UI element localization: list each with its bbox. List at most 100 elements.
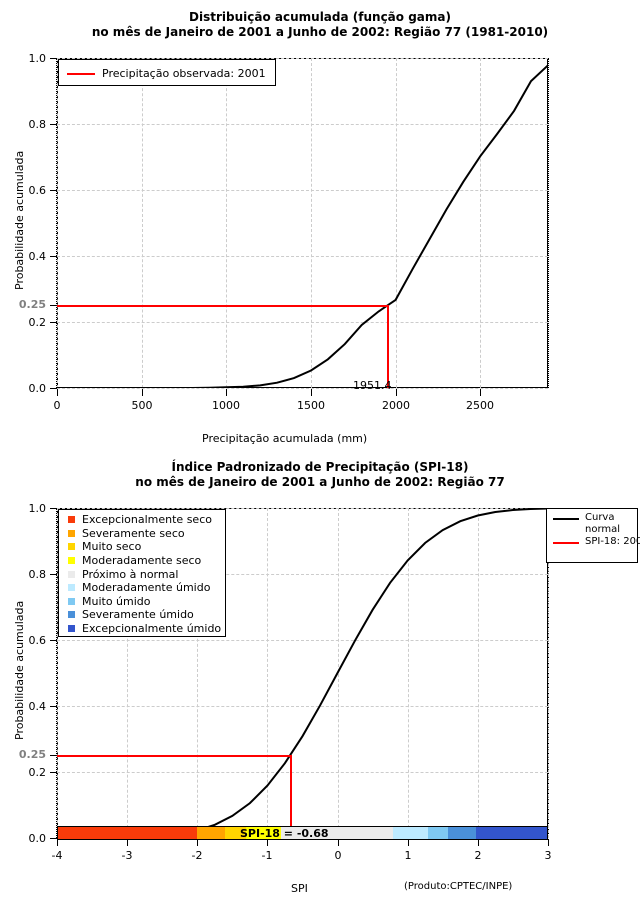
color-swatch-icon: [68, 584, 75, 592]
chart2-ytick-label-0.4: 0.4: [28, 700, 47, 713]
chart2-gridline-x--3: [127, 508, 128, 838]
red-line-icon: [553, 542, 579, 544]
chart2-gridline-x-2: [478, 508, 479, 838]
chart2-indicator-vertical: [290, 755, 292, 838]
chart1-gridline-y-0.8: [57, 124, 548, 125]
color-swatch-icon: [68, 597, 75, 605]
chart1-legend-item-observed: Precipitação observada: 2001: [59, 60, 275, 87]
chart1-ytick-label-0.2: 0.2: [28, 316, 47, 329]
color-swatch-icon: [68, 516, 75, 524]
chart1-ytick-label-0.6: 0.6: [28, 184, 47, 197]
chart1-indicator-vertical: [387, 305, 389, 388]
spi-band-severamente-seco: [197, 827, 226, 839]
chart1-xtick-label-1000: 1000: [212, 399, 240, 412]
chart1-gridline-x-0: [57, 58, 58, 388]
spi-band-muito-umido: [427, 827, 449, 839]
chart2-xtick-mark--1: [267, 839, 268, 846]
chart2-gridline-x--1: [267, 508, 268, 838]
chart2-xtick-mark-0: [338, 839, 339, 846]
chart1-right-axis-dotted: [548, 58, 549, 388]
chart2-gridline-y-0.8: [57, 574, 548, 575]
chart2-ytick-mark-0.0: [50, 838, 57, 839]
spi-legend-item-1: Severamente seco: [59, 527, 225, 541]
chart2-xtick-label--4: -4: [51, 849, 63, 862]
chart2-indicator-horizontal: [57, 755, 290, 757]
chart1-xtick-mark-1500: [311, 389, 312, 396]
chart2-xtick-label--1: -1: [261, 849, 273, 862]
chart2-ytick-mark-0.25: [50, 755, 57, 756]
chart2-ytick-mark-0.2: [50, 772, 57, 773]
spi-category-colorbar: [57, 826, 548, 840]
chart2-gridline-y-0.2: [57, 772, 548, 773]
chart1-xtick-mark-500: [142, 389, 143, 396]
chart2-gridline-x--2: [197, 508, 198, 838]
color-swatch-icon: [68, 611, 75, 619]
cumulative-gamma-chart-panel: Distribuição acumulada (função gama) no …: [13, 10, 549, 445]
chart2-xtick-label-2: 2: [474, 849, 482, 862]
chart2-ytick-mark-0.8: [50, 574, 57, 575]
red-line-icon: [67, 72, 95, 75]
chart2-gridline-y-0.4: [57, 706, 548, 707]
chart2-legend-label-normal-line2: normal: [585, 524, 621, 535]
chart2-xtick-mark-3: [548, 839, 549, 846]
chart1-xtick-mark-2000: [396, 389, 397, 396]
spi-categories-legend: Excepcionalmente seco Severamente seco M…: [58, 509, 226, 637]
spi-band-excepcionalmente-umido: [476, 827, 548, 839]
chart2-xtick-mark--3: [127, 839, 128, 846]
spi-band-moderadamente-umido: [392, 827, 428, 839]
chart2-ytick-label-0.25: 0.25: [18, 748, 46, 761]
spi-band-severamente-umido: [448, 827, 477, 839]
chart1-ytick-label-0.0: 0.0: [28, 382, 47, 395]
spi-legend-item-2: Muito seco: [59, 540, 225, 554]
color-swatch-icon: [68, 543, 75, 551]
color-swatch-icon: [68, 557, 75, 565]
chart1-legend-label-observed: Precipitação observada: 2001: [102, 67, 266, 80]
chart2-legend-item-normal: Curva normal: [547, 512, 637, 536]
spi-legend-item-3: Moderadamente seco: [59, 554, 225, 568]
spi-legend-item-5: Moderadamente úmido: [59, 581, 225, 595]
chart1-gridline-y-0.6: [57, 190, 548, 191]
chart2-xtick-mark-1: [408, 839, 409, 846]
chart2-xtick-mark--2: [197, 839, 198, 846]
chart1-plot-area: [56, 58, 549, 389]
black-line-icon: [553, 518, 579, 520]
chart2-ytick-label-1.0: 1.0: [28, 502, 47, 515]
spi-legend-label-7: Severamente úmido: [82, 608, 194, 622]
spi-legend-label-6: Muito úmido: [82, 594, 151, 608]
spi-legend-label-4: Próximo à normal: [82, 567, 179, 581]
chart1-xtick-label-1500: 1500: [297, 399, 325, 412]
chart2-curve-legend: Curva normal SPI-18: 2001: [546, 508, 640, 563]
chart2-legend-label-normal-line1: Curva: [585, 512, 615, 523]
chart2-ytick-label-0.6: 0.6: [28, 634, 47, 647]
chart1-gridline-x-1000: [226, 58, 227, 388]
chart2-title-line1: Índice Padronizado de Precipitação (SPI-…: [171, 460, 469, 474]
spi-legend-item-7: Severamente úmido: [59, 608, 225, 622]
spi-legend-label-5: Moderadamente úmido: [82, 581, 211, 595]
chart2-xtick-mark-2: [478, 839, 479, 846]
chart2-yaxis-title: Probabilidade acumulada: [13, 600, 26, 740]
footer-product-note: (Produto:CPTEC/INPE): [404, 881, 513, 892]
color-swatch-icon: [68, 529, 75, 537]
chart2-ytick-label-0.2: 0.2: [28, 766, 47, 779]
chart2-legend-item-spi: SPI-18: 2001: [547, 536, 640, 548]
chart1-ytick-label-0.8: 0.8: [28, 118, 47, 131]
chart1-gridline-y-0.4: [57, 256, 548, 257]
spi-chart-panel: Índice Padronizado de Precipitação (SPI-…: [0, 450, 640, 900]
spi-legend-label-0: Excepcionalmente seco: [82, 513, 212, 527]
chart1-title-line1: Distribuição acumulada (função gama): [189, 10, 451, 24]
chart2-xtick-label-0: 0: [334, 849, 342, 862]
chart2-xtick-label-1: 1: [404, 849, 412, 862]
color-swatch-icon: [68, 570, 75, 578]
chart1-ytick-label-0.4: 0.4: [28, 250, 47, 263]
spi-legend-item-8: Excepcionalmente úmido: [59, 622, 225, 636]
chart1-xtick-mark-1000: [226, 389, 227, 396]
chart2-legend-label-spi: SPI-18: 2001: [585, 536, 640, 547]
chart1-left-axis-dotted: [56, 58, 57, 388]
chart2-xtick-label--3: -3: [121, 849, 133, 862]
chart2-ytick-mark-0.4: [50, 706, 57, 707]
chart2-ytick-label-0.8: 0.8: [28, 568, 47, 581]
chart1-ytick-mark-0.0: [50, 388, 57, 389]
chart1-ytick-mark-0.4: [50, 256, 57, 257]
chart2-gridline-x--4: [57, 508, 58, 838]
chart1-ytick-mark-0.6: [50, 190, 57, 191]
